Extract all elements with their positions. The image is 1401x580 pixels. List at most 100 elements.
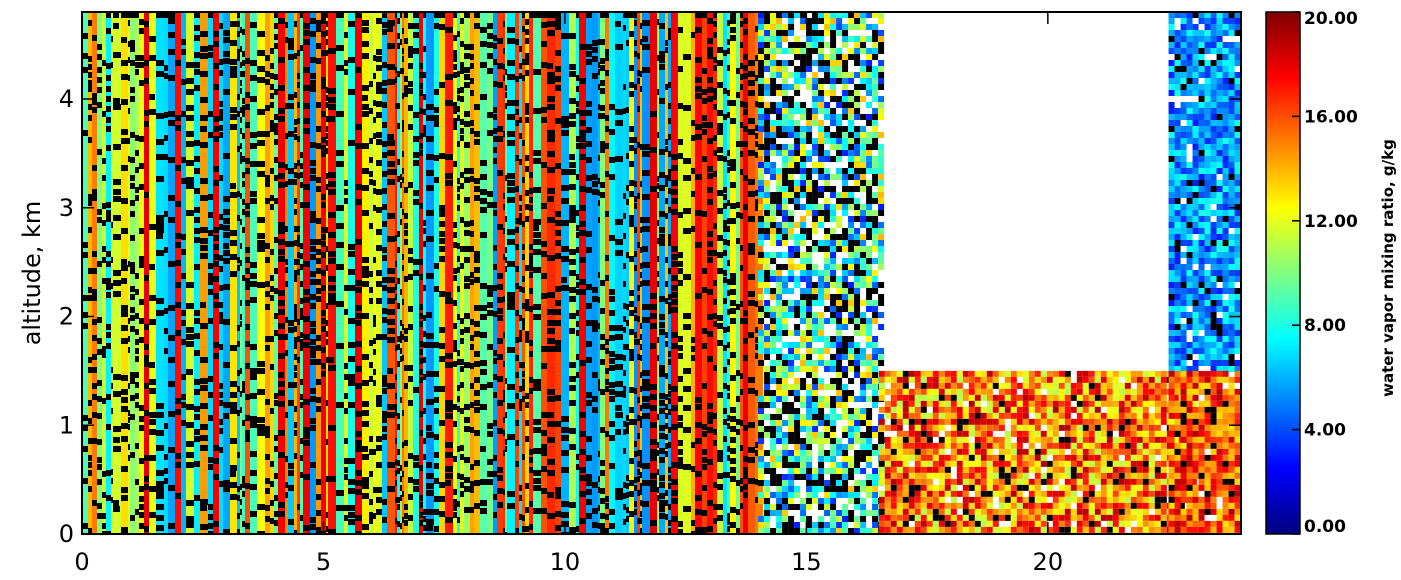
heatmap-cell [854,516,861,522]
missing-cell [445,154,454,160]
heatmap-cell [764,390,771,396]
missing-cell [121,375,129,381]
heatmap-cell [770,312,777,318]
heatmap-cell [884,490,891,497]
missing-cell [156,233,163,239]
missing-cell [316,143,322,149]
heatmap-column [748,12,755,534]
missing-cell [223,529,235,534]
heatmap-cell [878,444,885,450]
heatmap-cell [782,48,789,54]
heatmap-cell [830,12,837,18]
heatmap-cell [866,324,873,330]
heatmap-cell [866,60,873,66]
heatmap-cell [776,204,783,210]
heatmap-cell [908,418,915,425]
heatmap-column [278,12,285,534]
heatmap-cell [836,468,843,474]
heatmap-cell [848,528,855,534]
heatmap-cell [770,474,777,480]
heatmap-cell [938,448,945,455]
heatmap-cell [842,126,849,132]
missing-cell [168,305,177,311]
heatmap-cell [872,168,879,174]
heatmap-cell [824,294,831,300]
missing-cell [707,122,716,128]
heatmap-cell [884,466,891,473]
missing-cell [615,250,623,256]
missing-cell [533,508,543,514]
missing-cell [113,23,119,29]
missing-cell [507,197,518,203]
missing-cell [480,232,490,238]
missing-cell [683,175,693,181]
missing-cell [175,242,183,248]
missing-cell [213,126,224,132]
heatmap-cell [770,48,777,54]
heatmap-cell [872,432,879,438]
missing-cell [678,521,684,527]
heatmap-cell [764,66,771,72]
heatmap-cell [866,156,873,162]
heatmap-cell [842,132,849,138]
heatmap-cell [830,60,837,66]
heatmap-cell [836,276,843,282]
missing-cell [404,520,410,526]
heatmap-cell [848,204,855,210]
heatmap-cell [830,66,837,72]
heatmap-cell [770,222,777,228]
heatmap-cell [842,114,849,120]
missing-cell [328,258,341,264]
heatmap-cell [866,492,873,498]
missing-cell [175,201,185,207]
heatmap-cell [800,354,807,360]
missing-cell [426,473,436,479]
heatmap-cell [788,60,795,66]
missing-cell [678,27,684,33]
heatmap-cell [806,474,813,480]
missing-cell [355,320,361,326]
missing-cell [257,50,272,56]
heatmap-cell [848,498,855,504]
heatmap-cell [878,472,885,479]
heatmap-cell [818,96,825,102]
heatmap-cell [926,424,933,431]
heatmap-cell [842,246,849,252]
heatmap-cell [836,60,843,66]
heatmap-cell [800,384,807,390]
heatmap-column [419,12,423,534]
missing-cell [200,46,215,52]
heatmap-cell [848,12,855,18]
heatmap-cell [926,454,933,461]
missing-cell [671,180,683,186]
heatmap-cell [830,414,837,420]
heatmap-cell [776,24,783,30]
missing-cell [362,20,375,26]
missing-cell [274,114,280,120]
heatmap-cell [836,72,843,78]
missing-cell [480,332,489,338]
heatmap-cell [890,388,897,395]
heatmap-cell [848,36,855,42]
missing-cell [257,430,272,436]
heatmap-cell [800,516,807,522]
heatmap-cell [860,324,867,330]
heatmap-column [395,12,397,534]
missing-cell [413,48,420,54]
heatmap-column [707,12,713,534]
heatmap-cell [758,474,765,480]
heatmap-cell [806,234,813,240]
missing-cell [328,529,339,534]
heatmap-cell [782,330,789,336]
heatmap-cell [866,450,873,456]
missing-cell [533,232,544,238]
missing-cell [702,457,709,463]
heatmap-cell [794,462,801,468]
heatmap-cell [788,198,795,204]
heatmap-cell [890,466,897,473]
heatmap-cell [770,480,777,486]
missing-cell [194,168,205,174]
heatmap-column [434,12,439,534]
missing-cell [316,379,322,385]
